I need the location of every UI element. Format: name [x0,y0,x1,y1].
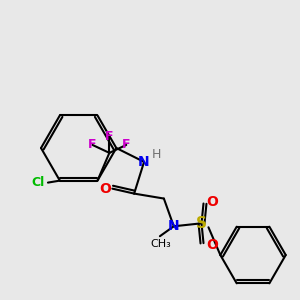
Text: S: S [196,216,207,231]
Text: CH₃: CH₃ [150,239,171,249]
Text: N: N [168,219,180,233]
Text: F: F [122,139,130,152]
Text: H: H [151,148,160,161]
Text: O: O [206,194,218,208]
Text: F: F [88,139,97,152]
Text: O: O [100,182,111,196]
Text: F: F [105,130,114,142]
Text: O: O [206,238,218,252]
Text: Cl: Cl [32,176,45,189]
Text: N: N [138,155,150,169]
